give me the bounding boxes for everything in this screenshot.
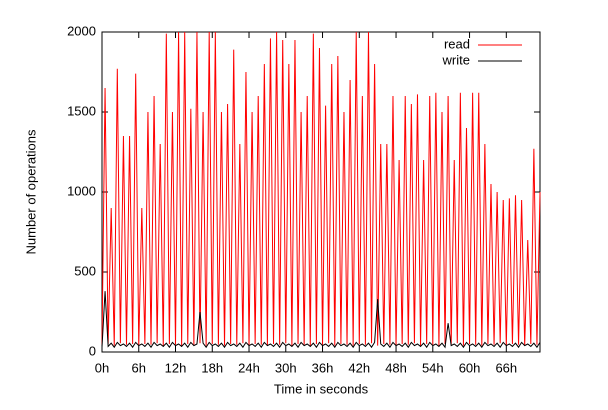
x-tick-label: 54h (422, 360, 444, 375)
x-tick-label: 30h (275, 360, 297, 375)
series-line (101, 291, 541, 349)
y-tick-label: 2000 (67, 23, 96, 38)
x-axis-label: Time in seconds (274, 381, 369, 396)
x-tick-label: 48h (385, 360, 407, 375)
series-line (101, 31, 541, 346)
x-tick-label: 60h (459, 360, 481, 375)
y-tick-label: 1500 (67, 103, 96, 118)
x-tick-label: 36h (312, 360, 334, 375)
y-tick-label: 1000 (67, 183, 96, 198)
x-tick-label: 6h (132, 360, 146, 375)
legend-label: read (444, 36, 470, 51)
y-axis-label: Number of operations (23, 129, 38, 255)
y-tick-label: 500 (74, 263, 96, 278)
legend-label: write (442, 52, 470, 67)
x-tick-label: 42h (348, 360, 370, 375)
x-tick-label: 24h (238, 360, 260, 375)
x-tick-label: 18h (201, 360, 223, 375)
y-tick-label: 0 (89, 343, 96, 358)
x-tick-label: 66h (495, 360, 517, 375)
x-tick-label: 12h (165, 360, 187, 375)
x-tick-label: 0h (95, 360, 109, 375)
